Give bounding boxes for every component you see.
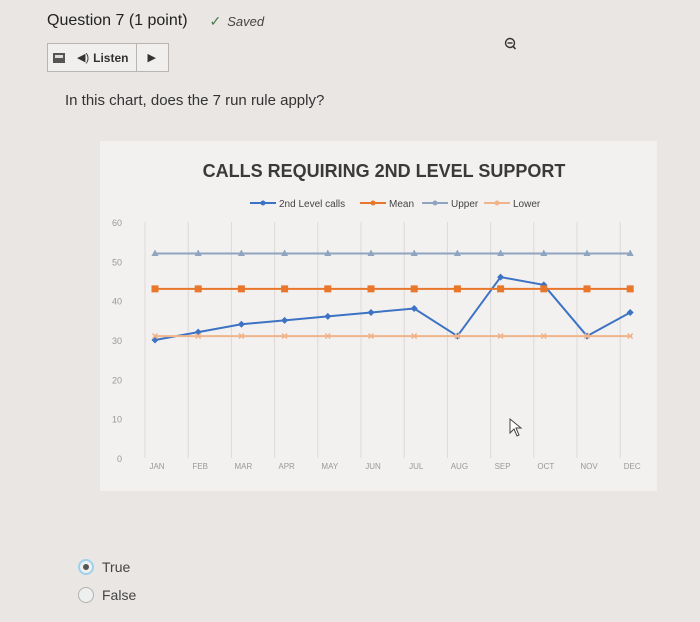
legend-marker-1: [370, 200, 376, 206]
data-point: [410, 249, 418, 256]
option-false[interactable]: False: [78, 581, 136, 609]
saved-label: Saved: [227, 13, 265, 29]
data-point: [540, 333, 547, 340]
data-point: [281, 316, 289, 324]
data-point: [540, 285, 548, 293]
data-point: [237, 249, 245, 256]
data-point: [411, 333, 418, 340]
data-point: [367, 249, 375, 256]
y-tick-label: 60: [112, 218, 122, 228]
y-tick-label: 10: [112, 415, 122, 425]
data-point: [151, 333, 159, 340]
chart-title: CALLS REQUIRING 2ND LEVEL SUPPORT: [203, 161, 566, 181]
saved-status: ✓ Saved: [210, 13, 265, 30]
data-point: [324, 333, 331, 340]
y-tick-label: 0: [117, 454, 122, 464]
x-tick-label: JUL: [409, 462, 424, 471]
chart-svg: CALLS REQUIRING 2ND LEVEL SUPPORT 2nd Lev…: [112, 161, 641, 471]
legend-marker-0: [260, 200, 266, 206]
data-point: [540, 249, 548, 256]
data-point: [281, 249, 289, 256]
data-point: [453, 285, 461, 293]
control-chart: CALLS REQUIRING 2ND LEVEL SUPPORT 2nd Lev…: [100, 141, 657, 491]
question-header: Question 7 (1 point) ✓ Saved: [47, 12, 264, 30]
listen-label: Listen: [93, 50, 129, 65]
data-point: [238, 333, 245, 340]
data-point: [195, 333, 202, 340]
option-false-label: False: [102, 587, 137, 603]
data-point: [281, 333, 288, 340]
listen-button[interactable]: ◀) Listen: [69, 44, 138, 71]
data-point: [626, 285, 634, 293]
data-point: [324, 312, 332, 320]
x-tick-label: JUN: [365, 462, 381, 471]
data-point: [583, 333, 591, 340]
data-point: [410, 305, 418, 313]
zoom-icon[interactable]: [503, 37, 517, 54]
x-tick-label: DEC: [624, 462, 641, 471]
x-tick-label: APR: [278, 462, 295, 471]
legend-marker-2: [432, 200, 438, 206]
x-tick-label: MAR: [235, 462, 253, 471]
data-point: [497, 285, 505, 293]
data-point: [497, 333, 504, 340]
legend-marker-3: [494, 200, 500, 206]
play-icon[interactable]: ▶: [147, 52, 156, 64]
menu-icon[interactable]: [53, 52, 65, 63]
legend-label-2: Upper: [451, 199, 479, 210]
data-point: [627, 333, 634, 340]
x-tick-label: SEP: [495, 462, 511, 471]
y-tick-label: 20: [112, 375, 122, 385]
y-tick-label: 30: [112, 336, 122, 346]
data-point: [583, 285, 591, 293]
data-point: [497, 273, 505, 281]
radio-true[interactable]: [78, 559, 94, 575]
question-text: In this chart, does the 7 run rule apply…: [65, 92, 325, 109]
answer-options: True False: [78, 553, 136, 609]
data-point: [151, 285, 159, 293]
data-point: [324, 285, 332, 293]
data-point: [410, 285, 418, 293]
read-aloud-toolbar: ◀) Listen ▶: [47, 43, 169, 72]
data-point: [454, 333, 461, 340]
option-true[interactable]: True: [78, 553, 136, 581]
question-title: Question 7 (1 point): [47, 12, 188, 29]
x-tick-label: MAY: [321, 462, 338, 471]
legend-label-1: Mean: [389, 199, 414, 210]
y-tick-label: 40: [112, 297, 122, 307]
data-point: [367, 333, 375, 340]
data-point: [237, 285, 245, 293]
cursor-icon: [509, 417, 523, 437]
legend-label-0: 2nd Level calls: [279, 199, 345, 210]
y-tick-label: 50: [112, 257, 122, 267]
data-point: [626, 249, 634, 256]
data-point: [367, 308, 375, 316]
data-point: [237, 320, 245, 328]
data-point: [367, 285, 375, 293]
radio-false[interactable]: [78, 587, 94, 603]
data-point: [281, 285, 289, 293]
x-tick-label: FEB: [192, 462, 208, 471]
data-point: [497, 249, 505, 256]
x-tick-label: OCT: [537, 462, 554, 471]
x-tick-label: JAN: [149, 462, 164, 471]
speaker-icon: ◀): [77, 52, 90, 64]
data-point: [583, 249, 591, 256]
data-point: [626, 308, 634, 316]
x-tick-label: AUG: [451, 462, 468, 471]
series-line-2nd-level-calls: [154, 275, 631, 341]
data-point: [453, 249, 461, 256]
legend-label-3: Lower: [513, 199, 541, 210]
data-point: [194, 285, 202, 293]
data-point: [324, 249, 332, 256]
x-tick-label: NOV: [580, 462, 598, 471]
option-true-label: True: [102, 559, 131, 575]
data-point: [194, 249, 202, 256]
data-point: [151, 249, 159, 256]
data-point: [540, 281, 548, 289]
check-icon: ✓: [209, 12, 222, 29]
